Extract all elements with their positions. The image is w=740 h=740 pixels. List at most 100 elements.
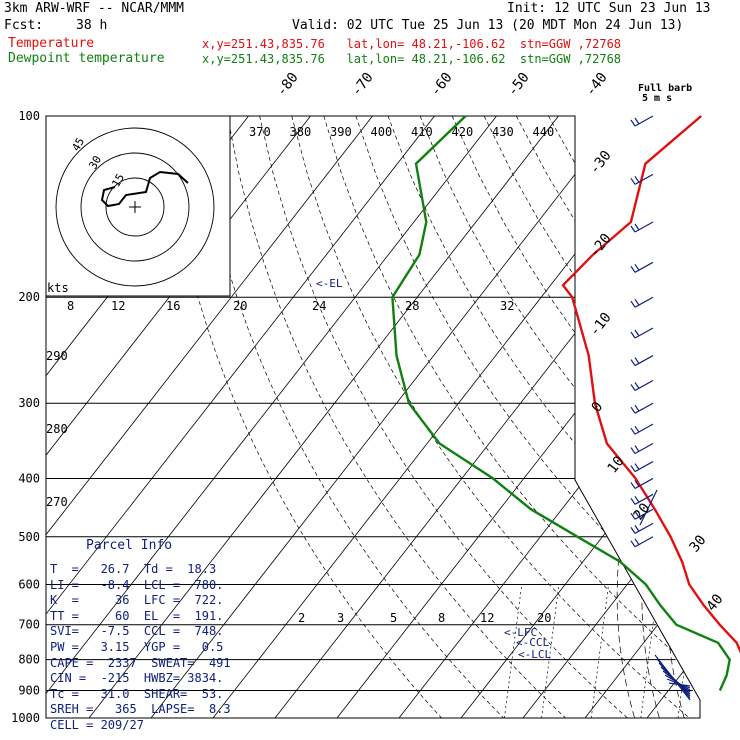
wind-barb — [630, 497, 636, 505]
wind-barb — [630, 265, 636, 273]
dewpoint-location: x,y=251.43,835.76 lat,lon= 48.21,-106.62… — [202, 52, 622, 66]
mixing-ratio-label: 20 — [537, 611, 551, 625]
init-time: Init: 12 UTC Sun 23 Jun 13 — [507, 1, 711, 16]
dry-adiabat-line — [676, 116, 700, 718]
isotherm-line — [646, 116, 700, 718]
full-barb-label: Full barb — [638, 83, 693, 94]
model-title: 3km ARW-WRF -- NCAR/MMM — [4, 1, 185, 16]
wind-barb — [634, 480, 640, 487]
wind-barb — [634, 525, 640, 532]
wind-barb — [630, 447, 636, 454]
isotherm-line — [46, 116, 311, 718]
mixing-ratio-line — [640, 584, 659, 718]
hodograph-frame — [45, 115, 231, 297]
dewpoint-legend: Dewpoint temperature — [8, 51, 165, 66]
isotherm-line — [398, 116, 700, 718]
level-annotation: <-EL — [316, 277, 343, 290]
hodograph-ring — [105, 177, 165, 237]
wind-barb — [634, 298, 640, 306]
dewpoint-line — [391, 115, 731, 691]
theta-label: 440 — [533, 125, 555, 139]
theta-label: 410 — [411, 125, 433, 139]
wind-barb-top — [639, 489, 658, 526]
wind-barb — [634, 445, 640, 452]
wind-barb — [634, 261, 654, 273]
wind-barb — [668, 682, 691, 687]
theta-label: 390 — [330, 125, 352, 139]
parcel-info-row: Tc = 31.0 SHEAR= 53. — [50, 686, 224, 701]
isotherm-label: 30 — [687, 532, 710, 555]
wind-barb — [634, 223, 640, 231]
parcel-info-row: SREH = 365 LAPSE= 8.3 — [50, 702, 231, 717]
level-annotation: <-LFC — [504, 626, 537, 639]
wind-barb — [630, 527, 636, 534]
wind-barb — [634, 296, 654, 308]
dry-adiabat-line — [548, 116, 700, 718]
wind-barb — [634, 221, 654, 233]
moist-adiabat-line — [691, 297, 700, 718]
dry-adiabat-line — [419, 116, 700, 718]
isotherm-label: -40 — [583, 70, 611, 100]
theta-label: 370 — [249, 125, 271, 139]
wind-barb — [634, 263, 640, 271]
wind-barb — [630, 225, 636, 233]
isotherm-line — [46, 116, 373, 718]
wind-barb — [634, 461, 654, 473]
parcel-info-row: CAPE = 2337 SWEAT= 491 — [50, 655, 231, 670]
isotherm-label: -80 — [274, 70, 302, 100]
parcel-info-row: T = 26.7 Td = 18.3 — [50, 562, 217, 576]
isotherm-line — [522, 116, 700, 718]
mixing-ratio-label: 8 — [438, 611, 445, 625]
temperature-location: x,y=251.43,835.76 lat,lon= 48.21,-106.62… — [202, 37, 622, 51]
wind-barb — [630, 482, 636, 489]
dry-adiabat-line — [291, 116, 690, 718]
dry-adiabat-line — [580, 116, 700, 718]
hodograph-ring-label: 15 — [109, 172, 127, 190]
parcel-info-row: K = 36 LFC = 722. — [50, 593, 224, 608]
wind-barb — [634, 510, 640, 518]
level-annotation: <-LCL — [518, 648, 551, 661]
hodograph-speed-tick: 16 — [166, 299, 180, 313]
wind-barb — [634, 423, 654, 435]
wind-barb — [630, 331, 636, 339]
isotherm-label: -70 — [349, 70, 377, 100]
wind-barb — [630, 178, 636, 185]
isotherm-label: -30 — [587, 148, 615, 178]
isotherm-line — [88, 116, 559, 718]
pressure-tick-label: 300 — [18, 396, 40, 410]
pressure-tick-label: 500 — [18, 530, 40, 544]
isotherm-label: 10 — [605, 453, 628, 476]
theta-label: 380 — [290, 125, 312, 139]
wind-barb — [634, 176, 640, 183]
hodograph-speed-tick: 20 — [233, 299, 247, 313]
dry-adiabat-line — [323, 116, 700, 718]
full-barb-unit: 5 m s — [642, 93, 673, 104]
wind-barb — [634, 443, 654, 455]
pressure-tick-label: 800 — [18, 653, 40, 667]
isotherm-line — [336, 116, 700, 718]
wind-barb — [630, 119, 636, 127]
mixing-ratio-label: 3 — [337, 611, 344, 625]
dry-adiabat-label: 280 — [46, 422, 68, 436]
wind-barb — [634, 327, 654, 339]
dry-adiabat-line — [709, 116, 740, 718]
theta-label: 430 — [492, 125, 514, 139]
pressure-tick-label: 700 — [18, 618, 40, 632]
wind-barb — [666, 678, 691, 689]
isotherm-line — [460, 116, 700, 718]
wind-barb — [634, 493, 654, 505]
wind-barb — [634, 402, 654, 414]
pressure-tick-label: 100 — [18, 109, 40, 123]
hodograph-ring-label: 30 — [86, 154, 104, 172]
wind-barb — [634, 357, 640, 364]
wind-barb — [634, 495, 640, 503]
hodograph-units: kts — [47, 281, 69, 295]
pressure-tick-label: 400 — [18, 471, 40, 485]
isotherm-label: 0 — [589, 399, 607, 415]
parcel-info-row: TT = 60 EL = 191. — [50, 608, 224, 623]
wind-barb — [634, 173, 654, 185]
hodograph-speed-tick: 12 — [111, 299, 125, 313]
mixing-ratio-label: 5 — [390, 611, 397, 625]
